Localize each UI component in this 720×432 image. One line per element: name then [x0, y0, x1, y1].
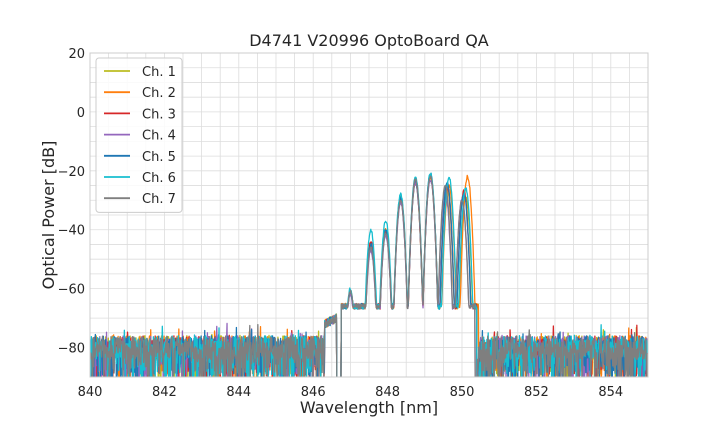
y-axis-ticks: 20 0 −20 −40 −60 −80: [58, 47, 85, 357]
legend-entry: Ch. 3: [142, 107, 176, 122]
x-axis-label: Wavelength [nm]: [300, 398, 438, 417]
legend-box: [95, 57, 183, 213]
x-axis-ticks: 840 842 844 846 848 850 852 854: [78, 385, 624, 400]
y-axis-label: Optical Power [dB]: [39, 141, 58, 290]
x-tick-label: 854: [598, 385, 623, 400]
y-tick-label: −80: [58, 342, 85, 357]
series-group: [90, 172, 648, 377]
legend-entry: Ch. 4: [142, 129, 176, 144]
legend: Ch. 1 Ch. 2 Ch. 3 Ch. 4 Ch. 5 Ch. 6 Ch. 7: [95, 57, 183, 213]
x-tick-label: 850: [450, 385, 475, 400]
series-line: [90, 175, 648, 377]
legend-entry: Ch. 1: [142, 65, 176, 80]
x-tick-label: 842: [152, 385, 177, 400]
chart-title: D4741 V20996 OptoBoard QA: [249, 31, 489, 50]
plot-frame: [89, 52, 649, 378]
legend-entry: Ch. 7: [142, 192, 176, 207]
y-tick-label: −60: [58, 283, 85, 298]
x-tick-label: 848: [375, 385, 400, 400]
y-tick-label: −20: [58, 165, 85, 180]
y-tick-label: −40: [58, 224, 85, 239]
x-tick-label: 840: [78, 385, 103, 400]
y-tick-label: 20: [68, 47, 85, 62]
legend-entry: Ch. 6: [142, 171, 176, 186]
x-tick-label: 844: [226, 385, 251, 400]
y-tick-label: 0: [77, 106, 85, 121]
x-tick-label: 852: [524, 385, 549, 400]
legend-entry: Ch. 2: [142, 86, 176, 101]
legend-entry: Ch. 5: [142, 150, 176, 165]
x-tick-label: 846: [301, 385, 326, 400]
